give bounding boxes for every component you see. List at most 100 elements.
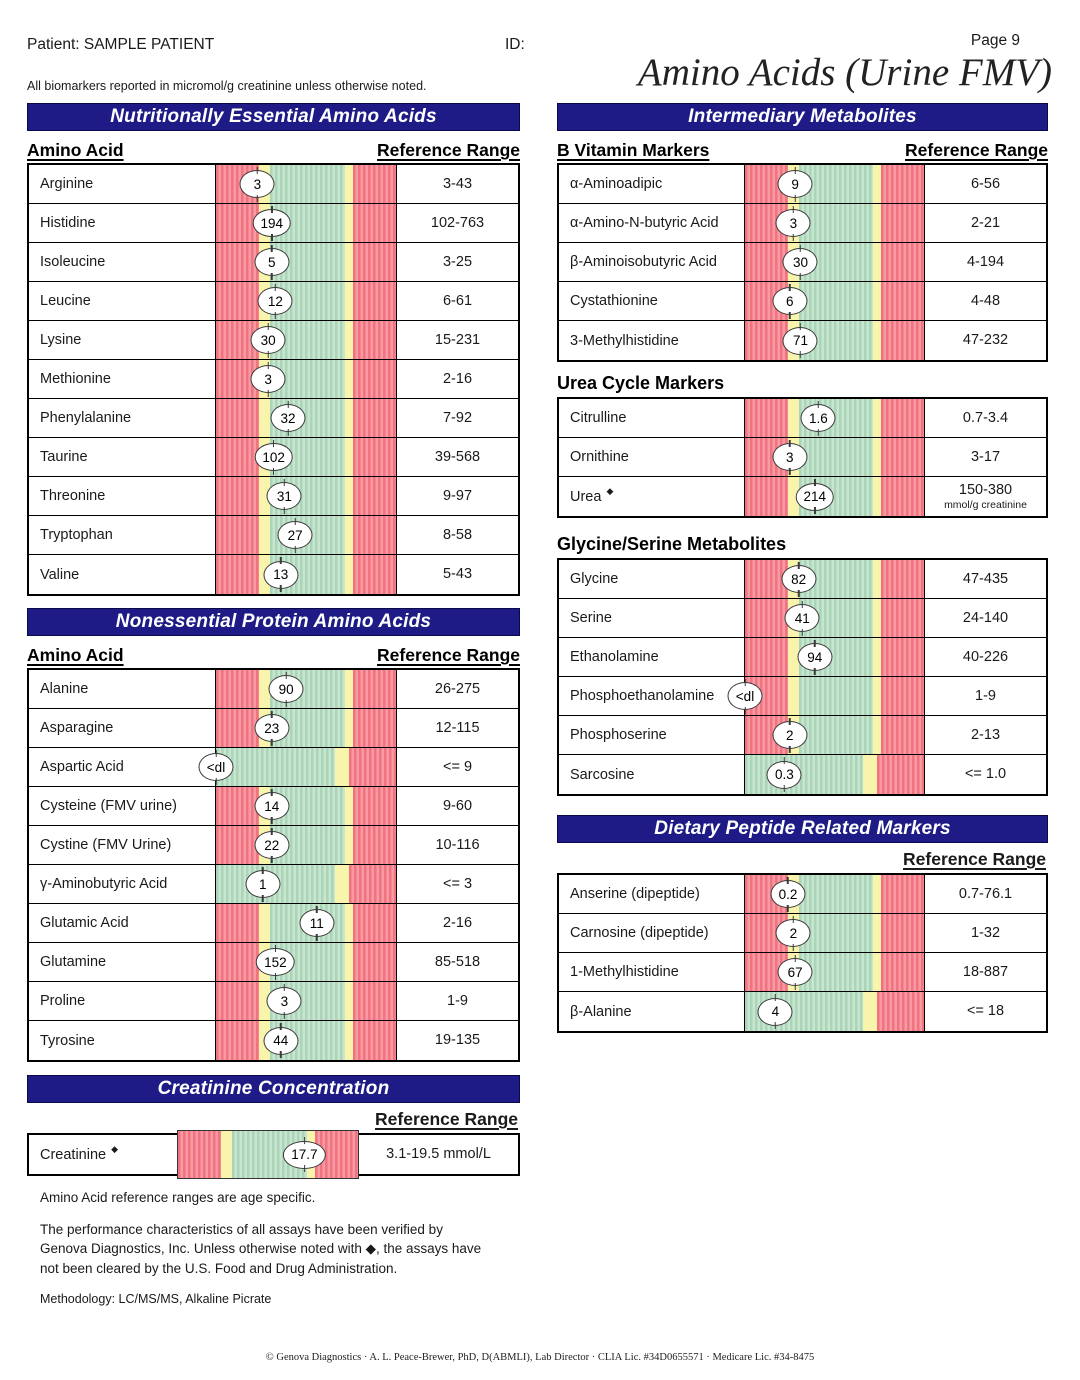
- table-row: Methionine 3 2-16: [29, 360, 518, 399]
- col-header-amino-acid: Amino Acid: [27, 645, 124, 665]
- limit-zone: [872, 204, 882, 242]
- out-of-range-zone: [352, 399, 396, 437]
- limit-zone: [344, 670, 353, 708]
- result-marker: 27: [277, 521, 313, 549]
- analyte-label: Cystathionine: [570, 293, 658, 309]
- limit-zone: [872, 716, 882, 754]
- section-header-essential: Nutritionally Essential Amino Acids: [27, 103, 520, 131]
- out-of-range-zone: [352, 204, 396, 242]
- col-header-reference-range: Reference Range: [377, 645, 520, 665]
- limit-zone: [872, 914, 882, 952]
- range-bar: 82: [744, 560, 925, 598]
- result-marker: 94: [797, 643, 833, 671]
- reference-range-text: 3-43: [442, 175, 473, 192]
- reference-range-text: 3-17: [970, 448, 1001, 465]
- range-bar: 0.3: [744, 755, 925, 794]
- reference-range-text: 26-275: [434, 680, 481, 697]
- analyte-name: β-Alanine: [559, 992, 744, 1031]
- limit-zone: [863, 755, 878, 794]
- normal-zone: [798, 438, 873, 476]
- limit-zone: [872, 599, 882, 637]
- table-row: Asparagine 23 12-115: [29, 709, 518, 748]
- reference-range-cell: 85-518: [397, 943, 518, 981]
- out-of-range-zone: [216, 982, 260, 1020]
- out-of-range-zone: [881, 321, 924, 360]
- reference-range-cell: 4-48: [925, 282, 1046, 320]
- analyte-name: Cystathionine: [559, 282, 744, 320]
- table-row: β-Alanine 4 <= 18: [559, 992, 1046, 1031]
- range-bar-zones: [216, 438, 396, 476]
- fda-diamond-icon: ◆: [606, 486, 614, 496]
- range-bar: 12: [215, 282, 397, 320]
- out-of-range-zone: [352, 282, 396, 320]
- result-marker: 1.6: [800, 404, 836, 432]
- range-bar: 9: [744, 165, 925, 203]
- analyte-name: α-Amino-N-butyric Acid: [559, 204, 744, 242]
- table-row: Urea ◆ 214 150-380 mmol/g creatinine: [559, 477, 1046, 516]
- limit-zone: [259, 982, 270, 1020]
- result-marker: 12: [257, 287, 293, 315]
- reference-range-text: 40-226: [962, 648, 1009, 665]
- col-header-reference-range: Reference Range: [905, 140, 1048, 160]
- limit-zone: [863, 992, 878, 1031]
- analyte-label: α-Aminoadipic: [570, 176, 663, 192]
- result-marker: 13: [263, 560, 299, 589]
- range-bar-zones: [745, 204, 924, 242]
- result-marker: 3: [772, 443, 808, 471]
- units-note: All biomarkers reported in micromol/g cr…: [27, 79, 427, 93]
- reference-range-text: 1-9: [447, 992, 468, 1009]
- creatinine-table: Creatinine ◆ 17.7 3.1-19.5 mmol/L: [27, 1130, 520, 1179]
- table-row: Isoleucine 5 3-25: [29, 243, 518, 282]
- out-of-range-zone: [745, 599, 788, 637]
- reference-range-text: 6-61: [442, 292, 473, 309]
- analyte-label: Methionine: [40, 371, 111, 387]
- essential-amino-acids-table: Arginine 3 3-43 Histidine 194 102-763 Isoleuci…: [27, 163, 520, 596]
- table-row: Carnosine (dipeptide) 2 1-32: [559, 914, 1046, 953]
- limit-zone: [872, 399, 882, 437]
- range-bar: 0.2: [744, 875, 925, 913]
- table-row: Anserine (dipeptide) 0.2 0.7-76.1: [559, 875, 1046, 914]
- range-bar: 2: [744, 914, 925, 952]
- range-bar-zones: [216, 1021, 396, 1060]
- limit-zone: [872, 875, 882, 913]
- analyte-name: Creatinine ◆: [29, 1135, 177, 1174]
- reference-range-cell: 1-9: [397, 982, 518, 1020]
- range-bar: 94: [744, 638, 925, 676]
- reference-range-text: 2-21: [970, 214, 1001, 231]
- analyte-name: Arginine: [29, 165, 215, 203]
- result-marker: 23: [254, 714, 290, 742]
- normal-zone: [798, 204, 873, 242]
- reference-range-text: 4-48: [970, 292, 1001, 309]
- reference-range-text: 102-763: [430, 214, 485, 231]
- range-bar-zones: [745, 599, 924, 637]
- analyte-name: 1-Methylhistidine: [559, 953, 744, 991]
- analyte-label: Lysine: [40, 332, 82, 348]
- limit-zone: [344, 826, 353, 864]
- out-of-range-zone: [216, 670, 260, 708]
- result-marker: 2: [772, 721, 808, 749]
- analyte-name: Phosphoserine: [559, 716, 744, 754]
- out-of-range-zone: [352, 360, 396, 398]
- range-bar-zones: [216, 204, 396, 242]
- out-of-range-zone: [352, 709, 396, 747]
- limit-zone: [787, 477, 799, 516]
- reference-range-cell: 2-13: [925, 716, 1046, 754]
- reference-range-cell: 0.7-76.1: [925, 875, 1046, 913]
- analyte-name: Anserine (dipeptide): [559, 875, 744, 913]
- reference-range-cell: 8-58: [397, 516, 518, 554]
- table-row: Phenylalanine 32 7-92: [29, 399, 518, 438]
- out-of-range-zone: [881, 243, 924, 281]
- out-of-range-zone: [352, 670, 396, 708]
- range-bar-zones: [745, 243, 924, 281]
- normal-zone: [798, 875, 873, 913]
- analyte-label: Sarcosine: [570, 766, 635, 783]
- essential-column-headers: Amino Acid Reference Range: [27, 131, 520, 163]
- out-of-range-zone: [216, 709, 260, 747]
- reference-range-text: 3.1-19.5 mmol/L: [386, 1146, 491, 1163]
- methodology-note: Methodology: LC/MS/MS, Alkaline Picrate: [40, 1292, 272, 1307]
- col-header-reference-range: Reference Range: [377, 140, 520, 160]
- range-bar-zones: [216, 360, 396, 398]
- range-bar-zones: [745, 716, 924, 754]
- analyte-label: Valine: [40, 566, 80, 583]
- reference-range-text: 4-194: [966, 253, 1005, 270]
